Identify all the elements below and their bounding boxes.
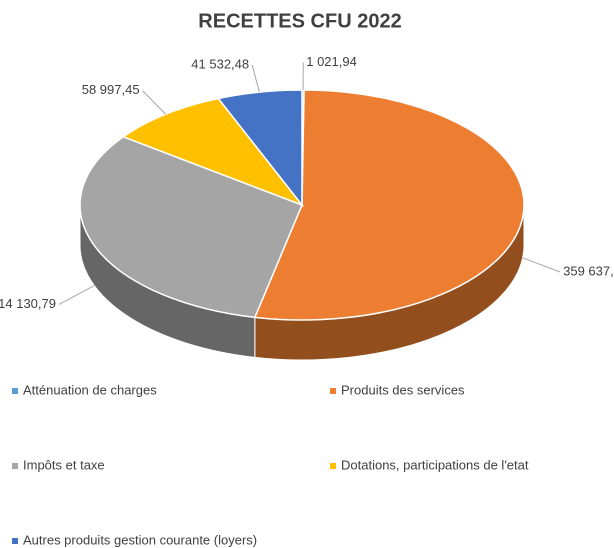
data-label: 41 532,48 xyxy=(191,56,249,71)
data-label: 214 130,79 xyxy=(0,296,56,311)
legend-label: Atténuation de charges xyxy=(23,382,157,397)
leader-line xyxy=(58,285,95,305)
legend-label: Produits des services xyxy=(341,382,465,397)
leader-line xyxy=(142,90,167,115)
leader-line xyxy=(522,257,561,273)
slice xyxy=(253,89,525,321)
legend-label: Autres produits gestion courante (loyers… xyxy=(23,532,257,547)
data-label: 1 021,94 xyxy=(306,54,357,69)
legend-swatch xyxy=(330,388,336,394)
slice xyxy=(79,135,303,319)
legend-swatch xyxy=(330,463,336,469)
chart-title: RECETTES CFU 2022 xyxy=(198,10,401,32)
legend-label: Impôts et taxe xyxy=(23,457,105,472)
slice xyxy=(216,89,303,208)
legend-swatch xyxy=(12,463,18,469)
data-label: 359 637,00 xyxy=(563,263,614,278)
legend-swatch xyxy=(12,388,18,394)
legend-swatch xyxy=(12,538,18,544)
leader-line xyxy=(251,64,260,93)
data-label: 58 997,45 xyxy=(82,82,140,97)
legend-label: Dotations, participations de l'etat xyxy=(341,457,529,472)
